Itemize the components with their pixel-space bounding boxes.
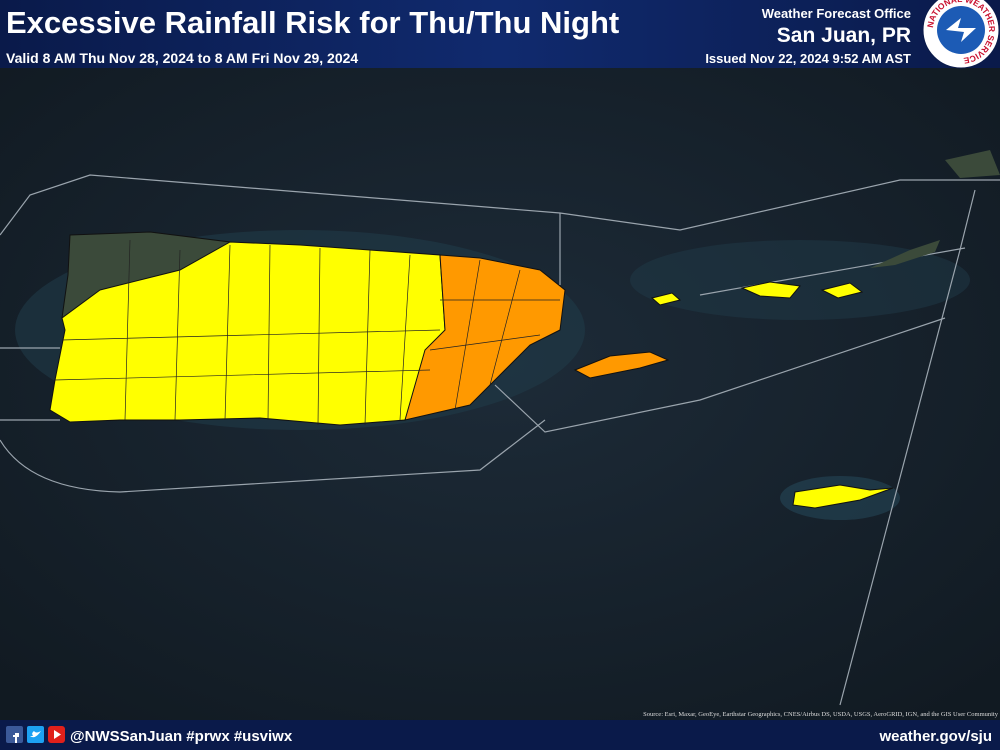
island-vieques bbox=[573, 351, 670, 379]
logo-symbol bbox=[946, 18, 976, 42]
area-marginal-risk bbox=[49, 241, 446, 426]
municipio-lines bbox=[54, 239, 560, 426]
issued-time: Issued Nov 22, 2024 9:52 AM AST bbox=[705, 51, 911, 66]
shelf bbox=[630, 240, 970, 320]
facebook-icon[interactable] bbox=[6, 726, 23, 743]
office-label: Weather Forecast Office bbox=[762, 6, 911, 21]
social-handle: @NWSSanJuan #prwx #usviwx bbox=[70, 728, 293, 745]
island-st-john bbox=[820, 282, 864, 299]
area-slight-risk bbox=[404, 254, 566, 421]
island-anegada bbox=[945, 150, 1000, 178]
title: Excessive Rainfall Risk for Thu/Thu Nigh… bbox=[6, 5, 619, 40]
header-bar bbox=[0, 0, 1000, 68]
youtube-play bbox=[54, 730, 61, 739]
island-bvi bbox=[870, 240, 940, 268]
facebook-glyph bbox=[13, 733, 19, 743]
island-st-thomas bbox=[740, 281, 801, 299]
twitter-glyph bbox=[30, 731, 41, 738]
website[interactable]: weather.gov/sju bbox=[878, 728, 992, 745]
office-name: San Juan, PR bbox=[777, 24, 911, 47]
island-culebra bbox=[650, 292, 682, 306]
footer-bar bbox=[0, 720, 1000, 750]
source-credit: Source: Esri, Maxar, GeoEye, Earthstar G… bbox=[643, 711, 999, 718]
island-st-croix bbox=[792, 484, 894, 509]
valid-time: Valid 8 AM Thu Nov 28, 2024 to 8 AM Fri … bbox=[6, 50, 358, 66]
